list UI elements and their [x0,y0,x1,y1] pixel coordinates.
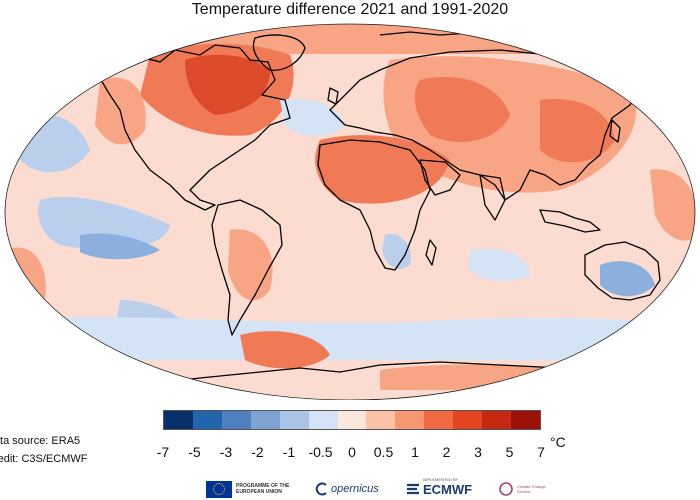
colorbar-swatch [395,411,425,429]
c3s-text: Climate Change Service [517,484,546,494]
colorbar-swatch [424,411,454,429]
coastline-japan [609,119,621,143]
coastline-africa [317,139,431,271]
colorbar-tick-label: 0 [348,444,356,460]
coastline-arabia [419,159,461,196]
colorbar-unit: °C [550,434,566,450]
colorbar-tick-label: -3 [219,444,233,460]
anomaly-central-asia-hot [414,76,510,143]
coastline-indonesia [539,209,601,233]
colorbar-swatch [164,411,193,429]
coastline-uk [327,87,339,105]
eu-flag-icon [206,480,232,498]
colorbar-swatch [279,411,309,429]
colorbar-tick-label: -7 [156,444,170,460]
coastline-india [479,174,506,221]
colorbar-swatch [482,411,512,429]
colorbar-tick-label: 3 [474,444,482,460]
logo-strip: PROGRAMME OF THE EUROPEAN UNION opernicu… [200,477,700,500]
ecmwf-caption: IMPLEMENTED BY [423,477,459,482]
ecmwf-text: ECMWF [423,481,473,497]
map-outline [4,23,696,400]
colorbar-swatch [192,411,222,429]
anomaly-antarctic-hot [240,331,330,369]
colorbar-swatch [308,411,338,429]
colorbar-ticks: -7 -5 -3 -2 -1 -0.5 0 0.5 1 2 3 5 7 [0,444,700,464]
credits: Data source: ERA5 Credit: C3S/ECMWF [0,432,87,468]
copernicus-text: opernicus [331,483,379,495]
colorbar-swatch [453,411,483,429]
anomaly-east-ocean-warm [650,169,695,241]
anomaly-australia-cool [600,261,655,297]
colorbar-swatch [337,411,367,429]
anomaly-indian-ocean-cool [468,248,530,281]
coastline-madagascar [425,239,437,266]
coastline-australia [584,241,661,301]
ecmwf-logo: IMPLEMENTED BY ECMWF [405,477,473,500]
colorbar-tick-label: -1 [282,444,296,460]
data-source-text: Data source: ERA5 [0,435,81,447]
copernicus-logo: opernicus [315,478,379,500]
anomaly-east-asia-hot [540,99,615,163]
anomaly-sahara-warm [315,135,450,204]
colorbar-tick-label: -2 [251,444,264,460]
map-title: Temperature difference 2021 and 1991-202… [191,1,509,18]
colorbar-swatch [366,411,396,429]
eu-programme-logo: PROGRAMME OF THE EUROPEAN UNION [206,478,296,500]
c3s-circle-icon [499,482,513,496]
coastline-eurasia [329,49,641,201]
eu-programme-text: PROGRAMME OF THE EUROPEAN UNION [236,483,290,495]
colorbar-swatch [511,411,540,429]
colorbar-tick-label: 2 [442,444,451,460]
anomaly-arctic-warm [5,24,695,54]
colorbar-swatch [221,411,251,429]
colorbar-tick-label: 5 [505,444,514,460]
anomaly-southern-ocean-cool [5,317,695,360]
coastline-greenland [252,34,306,71]
anomaly-north-atlantic-cool [280,98,345,137]
ecmwf-icon [407,483,419,495]
anomaly-fields [5,24,695,390]
temperature-anomaly-map [4,23,696,400]
colorbar-tick-label: 7 [537,444,545,460]
c3s-logo: Climate Change Service [498,478,557,500]
colorbar-swatch [250,411,280,429]
colorbar-tick-label: -5 [188,444,201,460]
coastline-south-america [211,199,283,336]
colorbar [163,410,541,430]
anomaly-southern-africa-cool [382,234,411,270]
anomaly-equatorial-pacific-cool [38,196,171,250]
credit-text: Credit: C3S/ECMWF [0,453,88,465]
anomaly-equatorial-pacific-cold [80,233,160,260]
colorbar-tick-label: 0.5 [373,444,394,460]
copernicus-c-icon [315,482,327,496]
colorbar-tick-label: -0.5 [308,444,333,460]
anomaly-canada-very-hot [185,54,270,115]
anomaly-antarctic-band-warm [380,364,640,390]
coastline-new-zealand [667,294,681,319]
colorbar-tick-label: 1 [411,444,419,460]
